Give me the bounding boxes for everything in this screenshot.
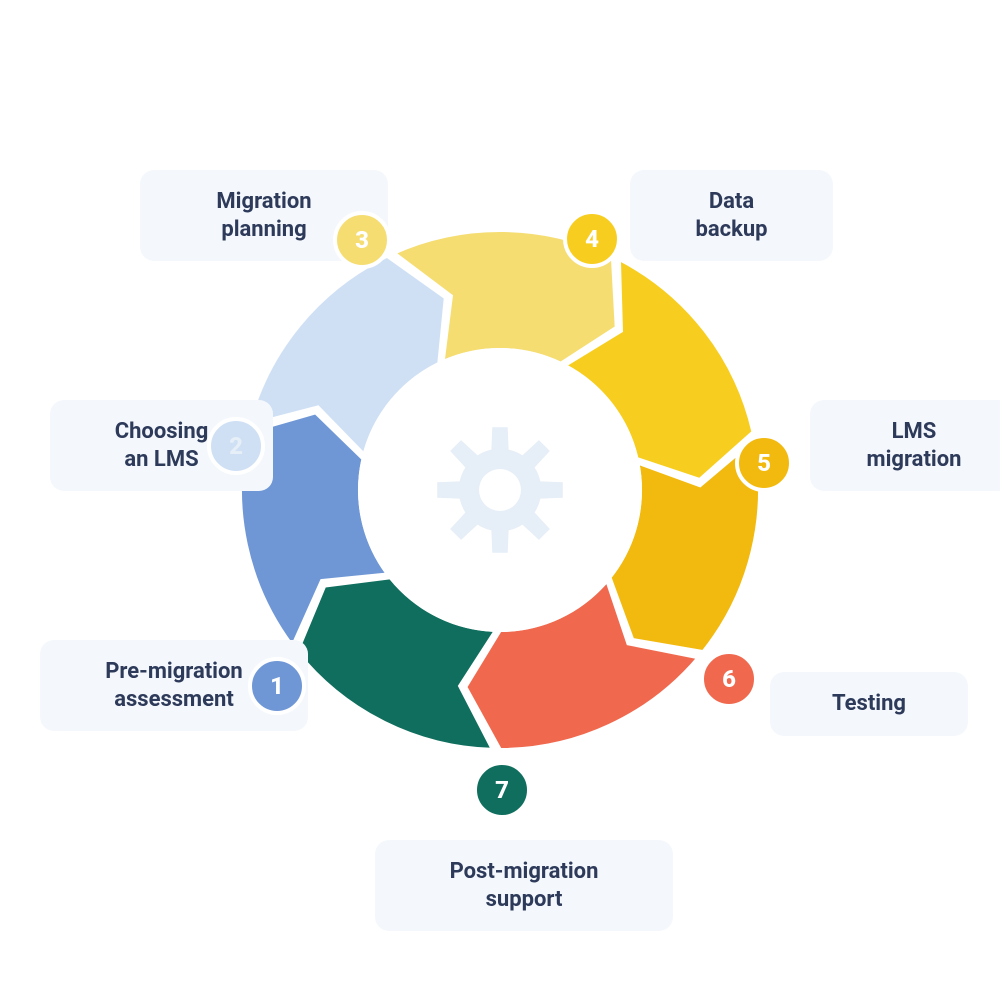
step-label-text-1: Pre-migrationassessment bbox=[105, 659, 243, 712]
step-badge-1: 1 bbox=[248, 657, 306, 715]
step-label-text-2: Choosingan LMS bbox=[115, 419, 209, 472]
step-number-7: 7 bbox=[495, 776, 509, 804]
step-badge-7: 7 bbox=[473, 761, 531, 819]
step-label-text-6: Testing bbox=[832, 691, 906, 716]
step-label-text-4: Databackup bbox=[695, 189, 767, 242]
step-label-text-5: LMSmigration bbox=[867, 419, 962, 472]
step-label-6: Testing bbox=[770, 672, 968, 736]
step-number-4: 4 bbox=[585, 225, 599, 253]
step-label-4: Databackup bbox=[630, 170, 833, 261]
step-label-7: Post-migrationsupport bbox=[375, 840, 673, 931]
step-label-text-3: Migrationplanning bbox=[216, 189, 311, 242]
step-badge-3: 3 bbox=[333, 211, 391, 269]
gear-icon bbox=[437, 427, 563, 553]
step-badge-2: 2 bbox=[207, 417, 265, 475]
step-badge-5: 5 bbox=[735, 434, 793, 492]
step-label-5: LMSmigration bbox=[810, 400, 1000, 491]
step-label-text-7: Post-migrationsupport bbox=[450, 859, 599, 912]
step-number-1: 1 bbox=[270, 672, 284, 700]
step-number-5: 5 bbox=[757, 449, 771, 477]
step-badge-6: 6 bbox=[700, 650, 758, 708]
step-number-2: 2 bbox=[229, 432, 243, 460]
step-badge-4: 4 bbox=[563, 210, 621, 268]
step-number-6: 6 bbox=[722, 665, 736, 693]
step-number-3: 3 bbox=[355, 226, 369, 254]
